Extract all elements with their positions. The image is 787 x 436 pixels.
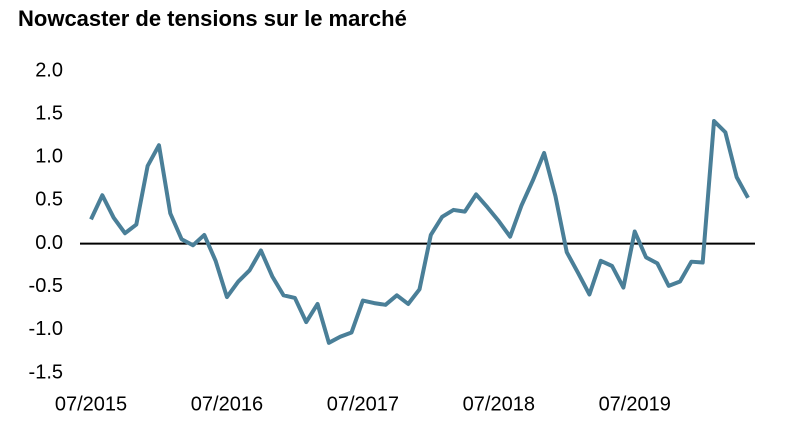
y-tick-label: 1.0 (35, 146, 63, 168)
y-tick-label: 0.5 (35, 189, 63, 211)
x-tick-label: 07/2016 (191, 393, 263, 415)
x-tick-label: 07/2018 (463, 393, 535, 415)
y-tick-label: 1.5 (35, 102, 63, 124)
y-tick-label: -1.0 (29, 318, 63, 340)
y-tick-label: -0.5 (29, 275, 63, 297)
chart-title: Nowcaster de tensions sur le marché (18, 6, 407, 31)
x-tick-label: 07/2017 (327, 393, 399, 415)
x-tick-label: 07/2019 (599, 393, 671, 415)
x-tick-label: 07/2015 (55, 393, 127, 415)
y-tick-label: -1.5 (29, 361, 63, 383)
y-tick-label: 0.0 (35, 232, 63, 254)
data-line (89, 119, 750, 345)
y-tick-label: 2.0 (35, 59, 63, 81)
